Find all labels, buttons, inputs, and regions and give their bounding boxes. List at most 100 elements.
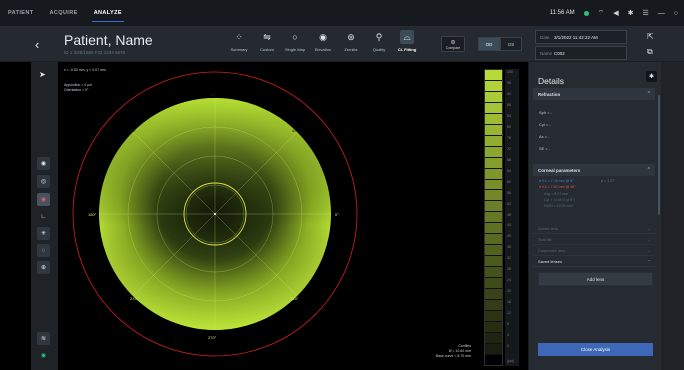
target-icon[interactable]: ◎ xyxy=(37,175,50,188)
lens-info: Confiles Ø = 10.60 mm Base curve = 8.70 … xyxy=(436,344,471,359)
chevron-up-icon: ⌃ xyxy=(647,259,651,264)
nav-analyze[interactable]: ANALYZE xyxy=(86,0,130,26)
scale-segment xyxy=(485,80,502,92)
orientation-readout: Orientation = 0° xyxy=(64,88,89,92)
tool-summary[interactable]: ⁘ Summary xyxy=(228,30,250,52)
cl-fitting-map[interactable]: x = -0.00 mm, y = 0.07 mm Apposition = 0… xyxy=(58,62,475,370)
single-map-icon: ○ xyxy=(292,32,298,42)
fluo-icon[interactable]: ≋ xyxy=(37,332,50,345)
details-scrollbar[interactable] xyxy=(658,95,660,215)
share-icon[interactable]: ⧉ xyxy=(647,47,653,56)
saved-lens-row[interactable]: Saved lens ⌄ xyxy=(533,224,655,234)
scale-tick-label: 52 xyxy=(507,201,511,206)
scale-tick-label: 48 xyxy=(507,212,511,217)
scale-tick-label: 8 xyxy=(507,322,509,327)
tool-quality[interactable]: ⚲ Quality xyxy=(368,30,390,52)
saved-lenses-row[interactable]: Saved lenses ⌃ xyxy=(533,257,655,267)
quality-icon: ⚲ xyxy=(375,32,383,42)
tool-elevation[interactable]: ◉ Elevation xyxy=(312,30,334,52)
pupil-icon[interactable]: ◉ xyxy=(37,193,50,206)
refraction-header[interactable]: Refraction ⌃ xyxy=(533,88,655,100)
sparkle-icon[interactable]: ✳ xyxy=(37,227,50,240)
status-eye-icon: ◉ xyxy=(40,353,47,359)
scale-segment xyxy=(485,190,502,202)
scale-segment xyxy=(485,146,502,158)
analysis-tools: ⁘ Summary ⇋ Custom ○ Single Map ◉ Elevation … xyxy=(228,30,418,52)
nav-patient[interactable]: PATIENT xyxy=(8,10,34,16)
settings-icon[interactable]: ✱ xyxy=(627,10,634,17)
pointer-icon[interactable]: ➤ xyxy=(39,70,46,79)
avg-value: Avg = 8.21 mm xyxy=(544,192,569,196)
scale-segment xyxy=(485,102,502,114)
scale-tick-label: 36 xyxy=(507,245,511,250)
chevron-down-icon: ⌄ xyxy=(647,237,651,242)
chevron-up-icon: ⌃ xyxy=(646,167,651,173)
export-icon[interactable]: ⇱ xyxy=(647,32,654,41)
scale-segment xyxy=(485,321,502,333)
power-icon[interactable]: ○ xyxy=(673,9,678,17)
trial-list-row[interactable]: Trial list ⌄ xyxy=(533,235,655,245)
minimize-icon[interactable]: — xyxy=(657,9,665,17)
left-margin xyxy=(0,62,31,370)
wifi-icon[interactable]: ⌔ xyxy=(597,9,605,17)
compare-button[interactable]: ⊜ Compare xyxy=(441,36,465,52)
scale-tick-label: 4 xyxy=(507,333,509,338)
outer-ring xyxy=(72,71,358,357)
analysis-header: ‹ Patient, Name ID 1 3/25/1985 F32 1234 … xyxy=(0,26,684,62)
axis-labels: 90° 270° 180° 0° 135° 45° 225° 315° xyxy=(88,92,339,340)
patient-name: Patient, Name xyxy=(64,32,153,48)
scale-segment xyxy=(485,310,502,322)
exam-date-field[interactable]: Date 3/1/2022 11:42:22 AM xyxy=(535,30,627,44)
grid-circle-icon[interactable]: ⊕ xyxy=(37,261,50,274)
menu-icon[interactable]: ☰ xyxy=(642,10,649,17)
volume-icon[interactable]: ◀ xyxy=(613,10,619,17)
ruler-icon[interactable]: ∟ xyxy=(40,213,47,220)
chevron-down-icon: ⌄ xyxy=(647,248,651,253)
close-analysis-button[interactable]: Close Analysis xyxy=(538,343,653,356)
scale-tick-label: 84 xyxy=(507,113,511,118)
exam-date-value: 3/1/2022 11:42:22 AM xyxy=(554,34,598,40)
back-icon[interactable]: ‹ xyxy=(35,37,40,52)
ring-icon[interactable]: ◌ xyxy=(37,244,50,257)
tool-single-map[interactable]: ○ Single Map xyxy=(284,30,306,52)
eye-overlay-icon[interactable]: ◉ xyxy=(37,157,50,170)
cyl-value: Cyl = - xyxy=(539,122,551,127)
add-lens-button[interactable]: Add lens xyxy=(538,272,653,286)
center-marker xyxy=(214,213,216,215)
k1-text: K1 = 7.76 mm @ 8° xyxy=(542,179,574,183)
sph-value: Sph = - xyxy=(539,110,553,115)
eye-od-button[interactable]: OD xyxy=(478,37,500,51)
axis-label-225: 225° xyxy=(130,296,139,301)
tool-custom[interactable]: ⇋ Custom xyxy=(256,30,278,52)
hvid-value: HVID = 12.02 mm xyxy=(544,204,573,208)
scale-tick-label: 0 xyxy=(507,344,509,349)
tool-cl-fitting[interactable]: ⌓ CL Fitting xyxy=(396,30,418,52)
scale-segment xyxy=(485,168,502,180)
scale-tick-label: 72 xyxy=(507,146,511,151)
axis-label-135: 135° xyxy=(128,128,137,133)
customize-lens-row[interactable]: Customize lens ⌄ xyxy=(533,246,655,256)
ax-value: Ax = - xyxy=(539,134,550,139)
scale-segment xyxy=(485,113,502,125)
color-scale-bar xyxy=(484,69,503,366)
scale-tick-label: 56 xyxy=(507,190,511,195)
se-value: SE = - xyxy=(539,146,551,151)
corneal-header[interactable]: Corneal parameters ⌃ xyxy=(533,164,655,176)
scale-segment xyxy=(485,135,502,147)
k2-text: K2 = 7.62 mm @ 98° xyxy=(542,185,576,189)
exam-name-field[interactable]: Name C002 xyxy=(535,46,627,60)
refraction-section: Refraction ⌃ xyxy=(533,88,655,100)
tool-zernike[interactable]: ⊛ Zernike xyxy=(340,30,362,52)
details-settings-icon[interactable]: ✱ xyxy=(646,71,657,82)
eye-os-button[interactable]: OS xyxy=(500,37,522,51)
zernike-icon: ⊛ xyxy=(347,32,355,42)
nav-acquire[interactable]: ACQUIRE xyxy=(49,10,78,16)
scale-tick-label: 88 xyxy=(507,102,511,107)
compare-label: Compare xyxy=(445,45,461,50)
scale-tick-label: 16 xyxy=(507,300,511,305)
apposition-readout: Apposition = 0 µm xyxy=(64,83,93,87)
exam-name-value: C002 xyxy=(554,50,565,56)
top-nav-bar: PATIENT ACQUIRE ANALYZE 11:56 AM ⌔ ◀ ✱ ☰… xyxy=(0,0,684,26)
scale-tick-label: 68 xyxy=(507,157,511,162)
axis-label-45: 45° xyxy=(292,128,298,133)
